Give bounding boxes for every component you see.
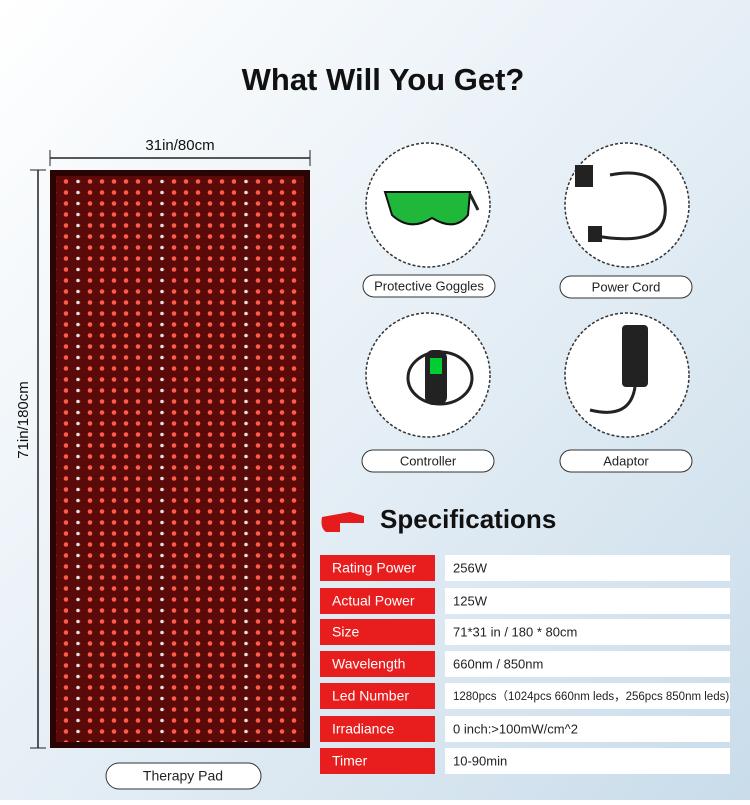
spec-value: 0 inch:>100mW/cm^2 — [453, 721, 578, 736]
spec-value-cell — [445, 716, 730, 742]
spec-label: Timer — [332, 753, 368, 769]
white-led-column — [152, 176, 164, 742]
spec-value-cell — [445, 748, 730, 774]
controller-icon — [365, 312, 491, 438]
pad-label: Therapy Pad — [143, 768, 223, 784]
hand-icon — [321, 512, 364, 532]
spec-label-cell — [320, 651, 435, 677]
spec-value-cell — [445, 619, 730, 645]
spec-value-cell — [445, 588, 730, 614]
spec-value: 256W — [453, 560, 488, 575]
pill — [362, 274, 496, 298]
spec-value: 660nm / 850nm — [453, 656, 543, 671]
pill — [559, 449, 693, 473]
spec-label-cell — [320, 555, 435, 581]
white-led-column — [68, 176, 80, 742]
spec-label: Size — [332, 624, 359, 640]
height-label: 71in/180cm — [15, 381, 32, 459]
spec-label-cell — [320, 619, 435, 645]
spec-value-cell — [445, 651, 730, 677]
spec-label: Irradiance — [332, 721, 394, 737]
goggles-icon — [365, 142, 491, 268]
width-label: 31in/80cm — [145, 137, 214, 154]
title: What Will You Get? — [242, 62, 525, 97]
specs-table: Rating Power 256W Actual Power 125W Size 71*3… — [320, 555, 730, 774]
spec-label: Actual Power — [332, 593, 415, 609]
spec-value: 125W — [453, 593, 488, 608]
pill — [361, 449, 495, 473]
spec-label-cell — [320, 683, 435, 709]
spec-label-cell — [320, 748, 435, 774]
spec-value: 1280pcs（1024pcs 660nm leds，256pcs 850nm … — [453, 690, 729, 703]
adaptor-icon — [564, 312, 690, 438]
spec-label-cell — [320, 716, 435, 742]
pill — [559, 275, 693, 299]
pill — [105, 762, 262, 790]
spec-label: Rating Power — [332, 560, 416, 576]
spec-value: 10-90min — [453, 753, 507, 768]
white-led-column — [236, 176, 248, 742]
spec-value-cell — [445, 683, 730, 709]
item-label: Controller — [400, 453, 457, 468]
spec-label: Led Number — [332, 688, 409, 704]
item-label: Power Cord — [592, 279, 661, 294]
spec-value-cell — [445, 555, 730, 581]
spec-label: Wavelength — [332, 656, 405, 672]
item-label: Protective Goggles — [374, 278, 484, 293]
item-label: Adaptor — [603, 453, 649, 468]
white-led-columns — [68, 176, 248, 742]
led-grid — [56, 176, 304, 742]
spec-value: 71*31 in / 180 * 80cm — [453, 624, 577, 639]
spec-label-cell — [320, 588, 435, 614]
power-cord-icon — [564, 142, 690, 268]
specs-title: Specifications — [380, 504, 556, 534]
item-labels: Protective Goggles Power Cord Controller Ad… — [361, 274, 693, 473]
